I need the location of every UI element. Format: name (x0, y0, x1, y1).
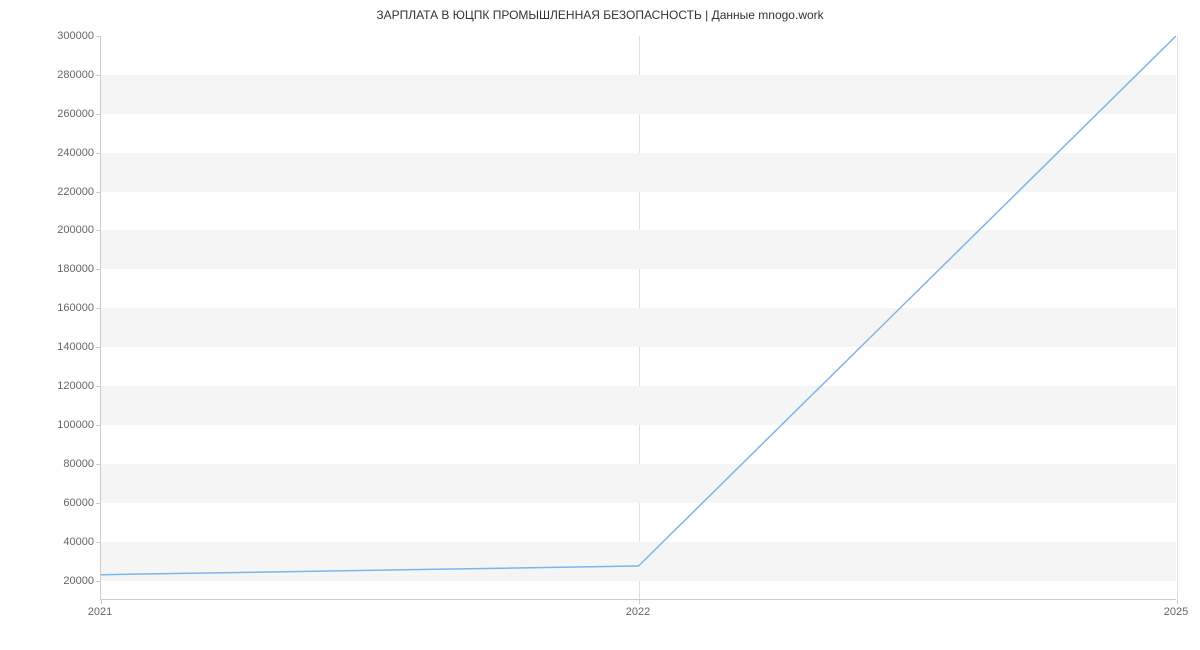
y-axis-label: 260000 (14, 108, 94, 120)
y-axis-label: 300000 (14, 30, 94, 42)
y-tick (96, 114, 101, 115)
y-tick (96, 230, 101, 231)
x-tick (639, 599, 640, 604)
grid-band (101, 230, 1176, 269)
x-tick (101, 599, 102, 604)
y-tick (96, 192, 101, 193)
y-axis-label: 100000 (14, 419, 94, 431)
x-axis-label: 2022 (626, 606, 650, 618)
y-tick (96, 153, 101, 154)
y-axis-label: 160000 (14, 302, 94, 314)
y-axis-label: 200000 (14, 224, 94, 236)
x-grid-line (1177, 36, 1178, 599)
y-tick (96, 464, 101, 465)
y-tick (96, 308, 101, 309)
y-axis-label: 40000 (14, 536, 94, 548)
y-axis-label: 180000 (14, 263, 94, 275)
y-tick (96, 581, 101, 582)
y-tick (96, 425, 101, 426)
grid-band (101, 464, 1176, 503)
plot-area (100, 36, 1176, 600)
y-axis-label: 220000 (14, 186, 94, 198)
x-axis-label: 2025 (1164, 606, 1188, 618)
y-axis-label: 60000 (14, 497, 94, 509)
y-axis-label: 280000 (14, 69, 94, 81)
salary-chart: ЗАРПЛАТА В ЮЦПК ПРОМЫШЛЕННАЯ БЕЗОПАСНОСТ… (0, 0, 1200, 650)
y-tick (96, 269, 101, 270)
grid-band (101, 75, 1176, 114)
y-tick (96, 75, 101, 76)
y-tick (96, 542, 101, 543)
y-tick (96, 386, 101, 387)
grid-band (101, 542, 1176, 581)
y-tick (96, 503, 101, 504)
y-axis-label: 120000 (14, 380, 94, 392)
y-axis-label: 20000 (14, 575, 94, 587)
y-axis-label: 240000 (14, 147, 94, 159)
x-tick (1177, 599, 1178, 604)
y-tick (96, 36, 101, 37)
chart-title: ЗАРПЛАТА В ЮЦПК ПРОМЫШЛЕННАЯ БЕЗОПАСНОСТ… (0, 8, 1200, 22)
grid-band (101, 386, 1176, 425)
grid-band (101, 308, 1176, 347)
y-tick (96, 347, 101, 348)
y-axis-label: 140000 (14, 341, 94, 353)
y-axis-label: 80000 (14, 458, 94, 470)
x-axis-label: 2021 (88, 606, 112, 618)
grid-band (101, 153, 1176, 192)
